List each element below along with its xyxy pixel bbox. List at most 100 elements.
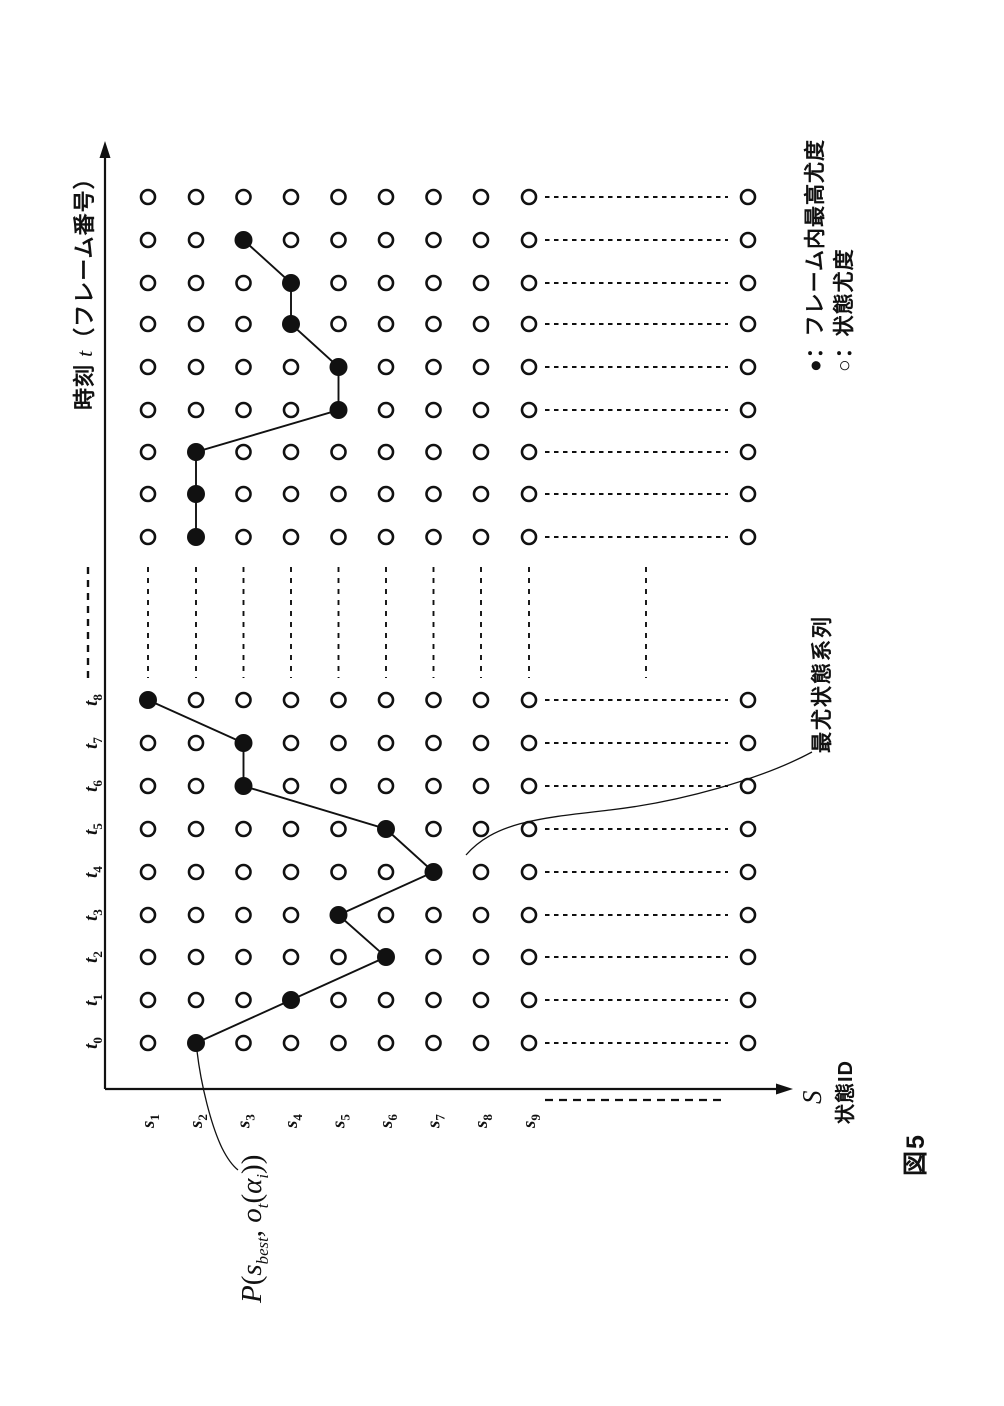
state-likelihood-dot [377, 443, 395, 461]
frame-max-likelihood-dot [282, 991, 300, 1009]
frame-max-likelihood-dot [234, 777, 253, 795]
likelihood-formula: P(sbest, ot(αi)) [236, 1154, 272, 1303]
state-likelihood-dot [425, 777, 442, 795]
state-likelihood-dot [235, 1034, 252, 1052]
state-likelihood-dot [139, 358, 157, 376]
legend-entry-frame-max-likelihood: ●：フレーム内最高尤度 [804, 138, 827, 372]
state-likelihood-dot [425, 231, 442, 249]
formula-s-sub: best [252, 1237, 272, 1265]
state-likelihood-dot [739, 231, 757, 249]
state-likelihood-dot [235, 358, 252, 376]
formula-comma: , [236, 1222, 268, 1238]
frame-max-likelihood-dot [377, 820, 395, 838]
state-likelihood-dot [425, 274, 442, 292]
formula-o-sub: t [252, 1203, 272, 1209]
state-likelihood-dot [520, 691, 538, 709]
state-likelihood-dot [330, 443, 347, 461]
state-tick-label: s3 [234, 1114, 258, 1129]
state-likelihood-dot [472, 906, 490, 924]
state-likelihood-dot [472, 528, 490, 546]
state-likelihood-dot [377, 485, 395, 503]
state-likelihood-dot [739, 991, 757, 1009]
state-likelihood-dot [472, 231, 490, 249]
state-likelihood-dot [739, 188, 757, 206]
state-likelihood-dot [520, 528, 538, 546]
state-likelihood-dot [520, 315, 538, 333]
state-likelihood-dot [139, 315, 157, 333]
frame-max-likelihood-dot [424, 863, 443, 881]
state-likelihood-dot [472, 863, 490, 881]
state-likelihood-dot [739, 820, 757, 838]
state-likelihood-dot [235, 991, 252, 1009]
state-likelihood-dot [282, 734, 300, 752]
filled-dot-icon: ● [804, 358, 827, 372]
best-path-leader-line [465, 751, 813, 856]
state-likelihood-dot [330, 863, 347, 881]
state-likelihood-dot [425, 443, 442, 461]
state-likelihood-dot [282, 820, 300, 838]
state-likelihood-dot [472, 1034, 490, 1052]
state-likelihood-dot [377, 691, 395, 709]
state-likelihood-dot [739, 401, 757, 419]
state-likelihood-dot [139, 528, 157, 546]
frame-max-likelihood-dot [187, 528, 205, 546]
state-tick-label: s5 [329, 1114, 353, 1129]
state-likelihood-dot [330, 948, 347, 966]
state-likelihood-dot [139, 443, 157, 461]
time-tick-label: t3 [81, 909, 105, 921]
state-likelihood-dot [377, 734, 395, 752]
state-likelihood-dot [139, 274, 157, 292]
state-likelihood-dot [520, 948, 538, 966]
state-likelihood-dot [187, 777, 205, 795]
state-likelihood-dot [425, 1034, 442, 1052]
open-dot-icon: ○ [833, 358, 856, 372]
frame-max-likelihood-dot [329, 358, 348, 376]
legend-label-frame-max-likelihood: ：フレーム内最高尤度 [804, 138, 827, 359]
time-tick-label: t2 [81, 951, 105, 963]
figure-number: 図5 [902, 1133, 930, 1176]
state-likelihood-dot [739, 691, 757, 709]
state-likelihood-dot [425, 358, 442, 376]
best-path-line-upper [195, 239, 340, 537]
state-likelihood-dot [520, 401, 538, 419]
state-likelihood-dot [187, 358, 205, 376]
state-tick-label: s8 [471, 1114, 495, 1129]
state-likelihood-dot [187, 734, 205, 752]
state-likelihood-dot [739, 906, 757, 924]
state-likelihood-dot [235, 485, 252, 503]
state-likelihood-dot [330, 231, 347, 249]
state-likelihood-dot [739, 315, 757, 333]
legend-entry-state-likelihood: ○：状態尤度 [833, 248, 856, 372]
state-likelihood-dot [377, 906, 395, 924]
state-likelihood-dot [472, 401, 490, 419]
state-likelihood-dot [282, 358, 300, 376]
formula-P: P [236, 1285, 268, 1303]
state-likelihood-dot [139, 991, 157, 1009]
state-likelihood-dot [282, 906, 300, 924]
state-likelihood-dot [425, 948, 442, 966]
state-likelihood-dot [187, 820, 205, 838]
state-likelihood-dot [425, 991, 442, 1009]
state-likelihood-dot [330, 991, 347, 1009]
state-likelihood-dot [330, 188, 347, 206]
state-likelihood-dot [472, 777, 490, 795]
state-likelihood-dot [139, 485, 157, 503]
state-likelihood-dot [330, 820, 347, 838]
frame-max-likelihood-dot [329, 401, 348, 419]
state-likelihood-dot [425, 528, 442, 546]
state-likelihood-dot [425, 485, 442, 503]
state-likelihood-dot [520, 991, 538, 1009]
frame-max-likelihood-dot [234, 231, 253, 249]
state-likelihood-dot [425, 401, 442, 419]
legend-label-state-likelihood: ：状態尤度 [833, 248, 856, 359]
time-axis-title-var: t [72, 349, 97, 357]
state-axis-arrowhead [776, 1083, 793, 1095]
time-axis-arrowhead [99, 141, 111, 158]
time-tick-label: t0 [81, 1037, 105, 1049]
frame-max-likelihood-dot [187, 443, 205, 461]
state-likelihood-dot [235, 863, 252, 881]
formula-close-parens: )) [236, 1154, 268, 1174]
time-tick-label: t1 [81, 994, 105, 1006]
state-likelihood-dot [472, 820, 490, 838]
state-likelihood-dot [472, 691, 490, 709]
